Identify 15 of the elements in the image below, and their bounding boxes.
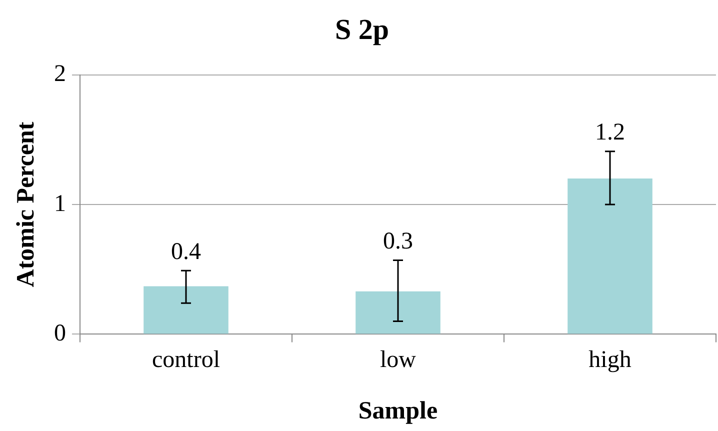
chart-title: S 2p: [334, 14, 390, 46]
x-tick-label: low: [380, 346, 417, 373]
y-tick-label: 1: [54, 190, 66, 217]
y-tick-label: 2: [54, 61, 66, 88]
bar: [144, 286, 228, 334]
bar: [356, 291, 440, 334]
x-tick-label: control: [152, 346, 220, 373]
x-tick-label: high: [588, 346, 632, 373]
x-axis-title: Sample: [358, 397, 438, 424]
y-axis-title: Atomic Percent: [12, 121, 40, 288]
data-label: 1.2: [595, 120, 625, 146]
y-tick-label: 0: [54, 320, 66, 346]
bar: [568, 178, 652, 334]
data-label: 0.4: [171, 238, 201, 265]
data-label: 0.3: [383, 228, 413, 255]
